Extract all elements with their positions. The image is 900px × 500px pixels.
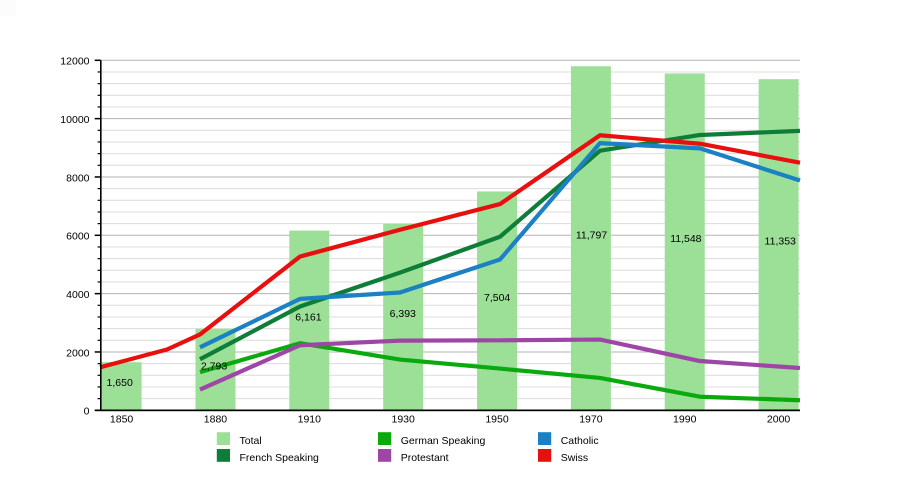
svg-text:1990: 1990 bbox=[673, 413, 697, 425]
svg-text:1930: 1930 bbox=[391, 413, 415, 425]
svg-text:1880: 1880 bbox=[204, 413, 228, 425]
svg-text:2,793: 2,793 bbox=[201, 361, 227, 373]
svg-text:12000: 12000 bbox=[60, 56, 89, 68]
svg-text:6000: 6000 bbox=[66, 231, 90, 243]
svg-text:11,548: 11,548 bbox=[670, 233, 701, 245]
svg-text:8000: 8000 bbox=[66, 172, 90, 184]
svg-text:4000: 4000 bbox=[66, 289, 90, 301]
svg-text:1970: 1970 bbox=[579, 413, 603, 425]
svg-text:0: 0 bbox=[84, 406, 90, 418]
svg-text:6,161: 6,161 bbox=[295, 311, 321, 323]
svg-text:11,797: 11,797 bbox=[576, 229, 607, 241]
svg-text:10000: 10000 bbox=[60, 114, 89, 126]
svg-text:11,353: 11,353 bbox=[765, 236, 796, 248]
svg-text:Protestant: Protestant bbox=[401, 452, 449, 464]
svg-text:7,504: 7,504 bbox=[484, 292, 510, 304]
svg-text:6,393: 6,393 bbox=[390, 308, 416, 320]
svg-text:French Speaking: French Speaking bbox=[240, 452, 320, 464]
svg-text:Catholic: Catholic bbox=[561, 435, 599, 447]
svg-text:2000: 2000 bbox=[66, 347, 90, 359]
svg-text:Swiss: Swiss bbox=[561, 452, 588, 464]
svg-text:German Speaking: German Speaking bbox=[401, 435, 486, 447]
svg-text:1,650: 1,650 bbox=[107, 377, 133, 389]
svg-text:2000: 2000 bbox=[767, 413, 791, 425]
svg-text:Total: Total bbox=[240, 435, 262, 447]
svg-text:1950: 1950 bbox=[485, 413, 509, 425]
svg-text:1910: 1910 bbox=[298, 413, 322, 425]
svg-text:1850: 1850 bbox=[110, 413, 134, 425]
